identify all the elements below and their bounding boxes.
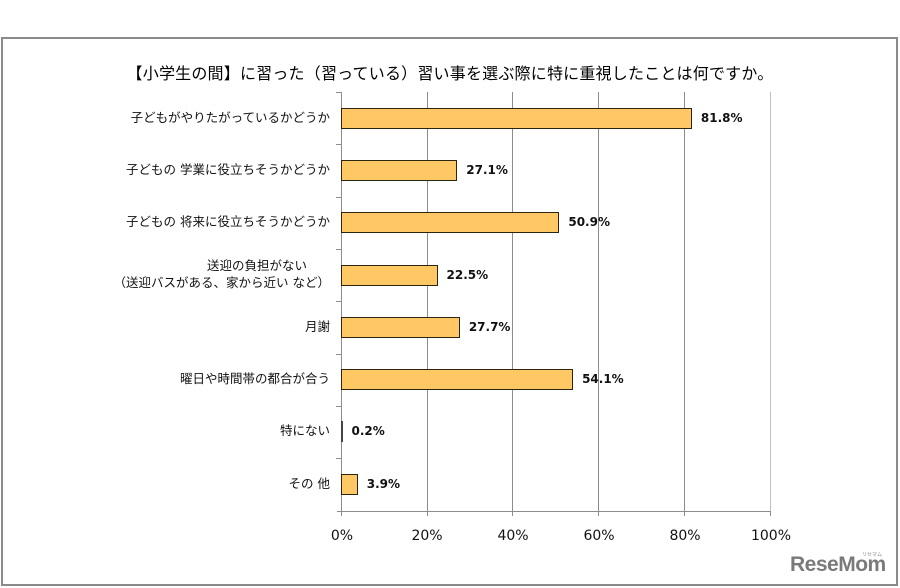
y-axis-line [341,92,342,511]
bar [341,369,574,391]
x-tick [341,511,342,516]
bar [341,212,560,234]
y-tick [336,197,341,198]
gridline-20 [427,92,428,511]
category-label: 子どもがやりたがっているかどうか [130,110,330,125]
bar [341,264,438,286]
gridline-80 [684,92,685,511]
bar [341,159,458,181]
category-label: 曜日や時間帯の都合が合う [179,371,330,386]
category-label: 特にない [279,423,330,438]
bar-value-label: 54.1% [582,372,624,387]
bar-value-label: 22.5% [446,267,489,282]
y-tick [336,354,341,355]
bar-value-label: 27.1% [466,162,508,177]
x-tick-label: 80% [669,528,701,544]
x-tick [598,511,599,516]
x-tick [684,511,685,516]
bar [341,473,358,495]
gridline-60 [598,92,599,511]
bar [341,421,343,443]
category-label: 子どもの 将来に役立ちそうかどうか [126,214,330,229]
x-axis-line [337,511,770,512]
plot-area [336,92,771,516]
y-tick [336,458,341,459]
x-tick-label: 40% [497,528,529,544]
y-tick [336,249,341,250]
x-tick [770,511,771,516]
x-tick-label: 0% [330,528,354,544]
category-label: 送迎の負担がない [206,258,307,273]
x-tick-label: 20% [411,528,443,544]
bar-value-label: 81.8% [700,110,743,125]
x-tick-label: 100% [750,528,792,544]
y-tick [336,144,341,145]
bar [341,316,460,338]
gridline-100 [770,92,771,511]
bar [341,107,692,129]
resemom-logo: ReseMom [790,553,886,576]
x-tick-label: 60% [583,528,615,544]
gridline-40 [512,92,513,511]
bar-value-label: 50.9% [568,215,610,230]
category-label: 子どもの 学業に役立ちそうかどうか [126,162,330,177]
y-tick [336,406,341,407]
y-tick [336,301,341,302]
y-tick [336,92,341,93]
bar-value-label: 27.7% [468,319,511,334]
category-label-line2: （送迎バスがある、家から近い など） [113,275,330,290]
x-tick [512,511,513,516]
resemom-logo-kana: リセマム [862,552,883,558]
x-tick [427,511,428,516]
bar-value-label: 0.2% [351,424,385,439]
category-label: その 他 [288,476,330,491]
chart-title: 【小学生の間】に習った（習っている）習い事を選ぶ際に特に重視したことは何ですか。 [126,64,774,83]
category-label: 月謝 [304,319,330,334]
bar-value-label: 3.9% [366,476,400,491]
